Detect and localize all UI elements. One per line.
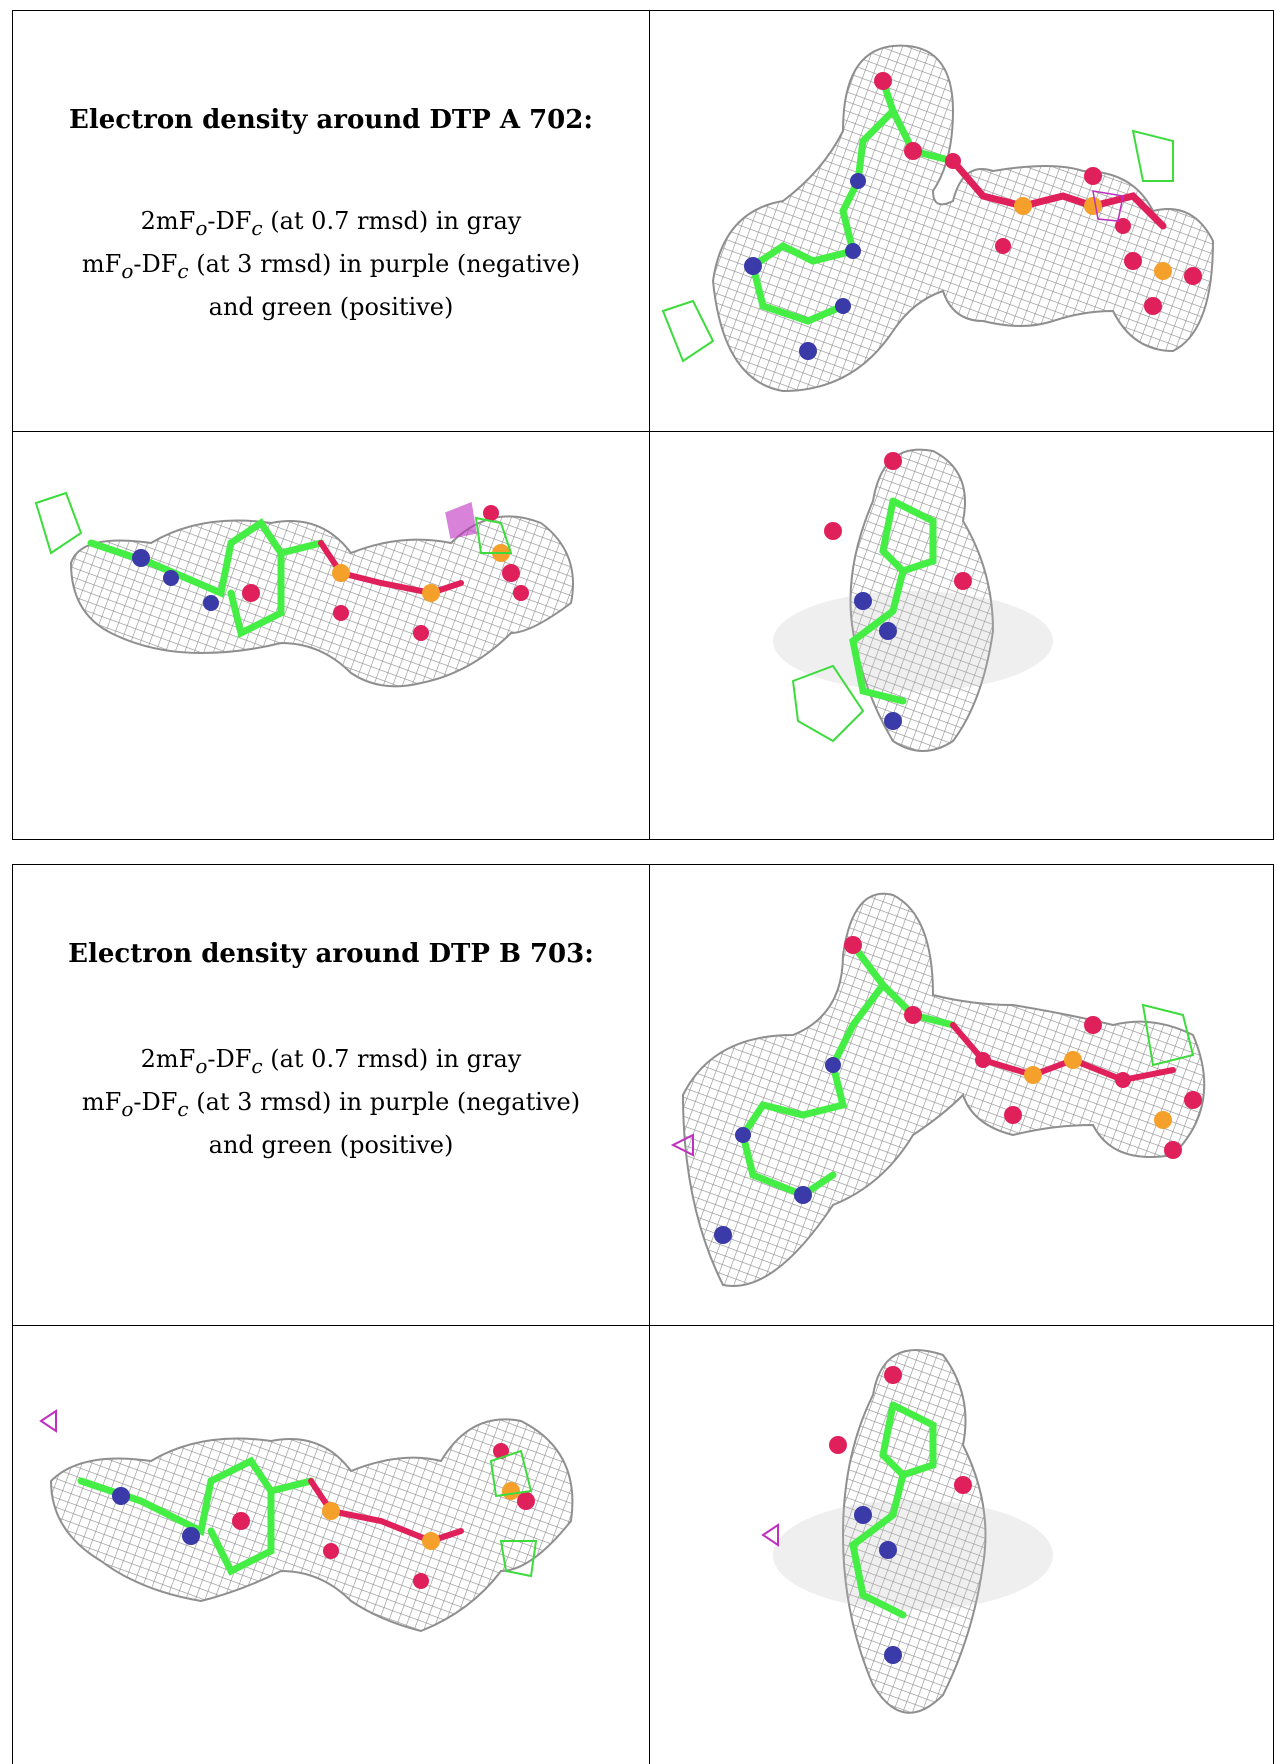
density-block-a702: Electron density around DTP A 702: 2mFo-… <box>12 10 1274 840</box>
mesh-envelope <box>711 44 1215 393</box>
description-line-2: mFo-DFc (at 3 rmsd) in purple (negative) <box>81 1087 581 1121</box>
density-view-front <box>653 21 1273 421</box>
panel-title: Electron density around DTP A 702: <box>69 105 593 135</box>
description-line-3: and green (positive) <box>208 292 454 321</box>
density-view-end <box>743 1335 1123 1755</box>
divider-horizontal <box>13 1325 1273 1326</box>
density-view-side <box>21 1341 641 1741</box>
panel-description: 2mFo-DFc (at 0.7 rmsd) in gray mFo-DFc (… <box>13 203 649 325</box>
divider-vertical <box>649 865 650 1764</box>
panel-description: 2mFo-DFc (at 0.7 rmsd) in gray mFo-DFc (… <box>13 1041 649 1163</box>
density-view-end <box>753 441 1133 841</box>
description-line-1: 2mFo-DFc (at 0.7 rmsd) in gray <box>140 1045 522 1078</box>
panel-title: Electron density around DTP B 703: <box>68 939 594 969</box>
mesh-envelope <box>69 515 574 688</box>
caption-cell: Electron density around DTP B 703: 2mFo-… <box>13 865 649 1325</box>
caption-cell: Electron density around DTP A 702: 2mFo-… <box>13 11 649 431</box>
description-line-1: 2mFo-DFc (at 0.7 rmsd) in gray <box>140 207 522 240</box>
divider-horizontal <box>13 431 1273 432</box>
density-block-b703: Electron density around DTP B 703: 2mFo-… <box>12 864 1274 1764</box>
description-line-3: and green (positive) <box>208 1130 454 1159</box>
divider-vertical <box>649 11 650 839</box>
positive-density <box>661 299 715 363</box>
negative-density <box>1092 190 1124 222</box>
density-view-front <box>653 875 1273 1315</box>
description-line-2: mFo-DFc (at 3 rmsd) in purple (negative) <box>81 249 581 283</box>
density-view-side <box>21 443 641 833</box>
